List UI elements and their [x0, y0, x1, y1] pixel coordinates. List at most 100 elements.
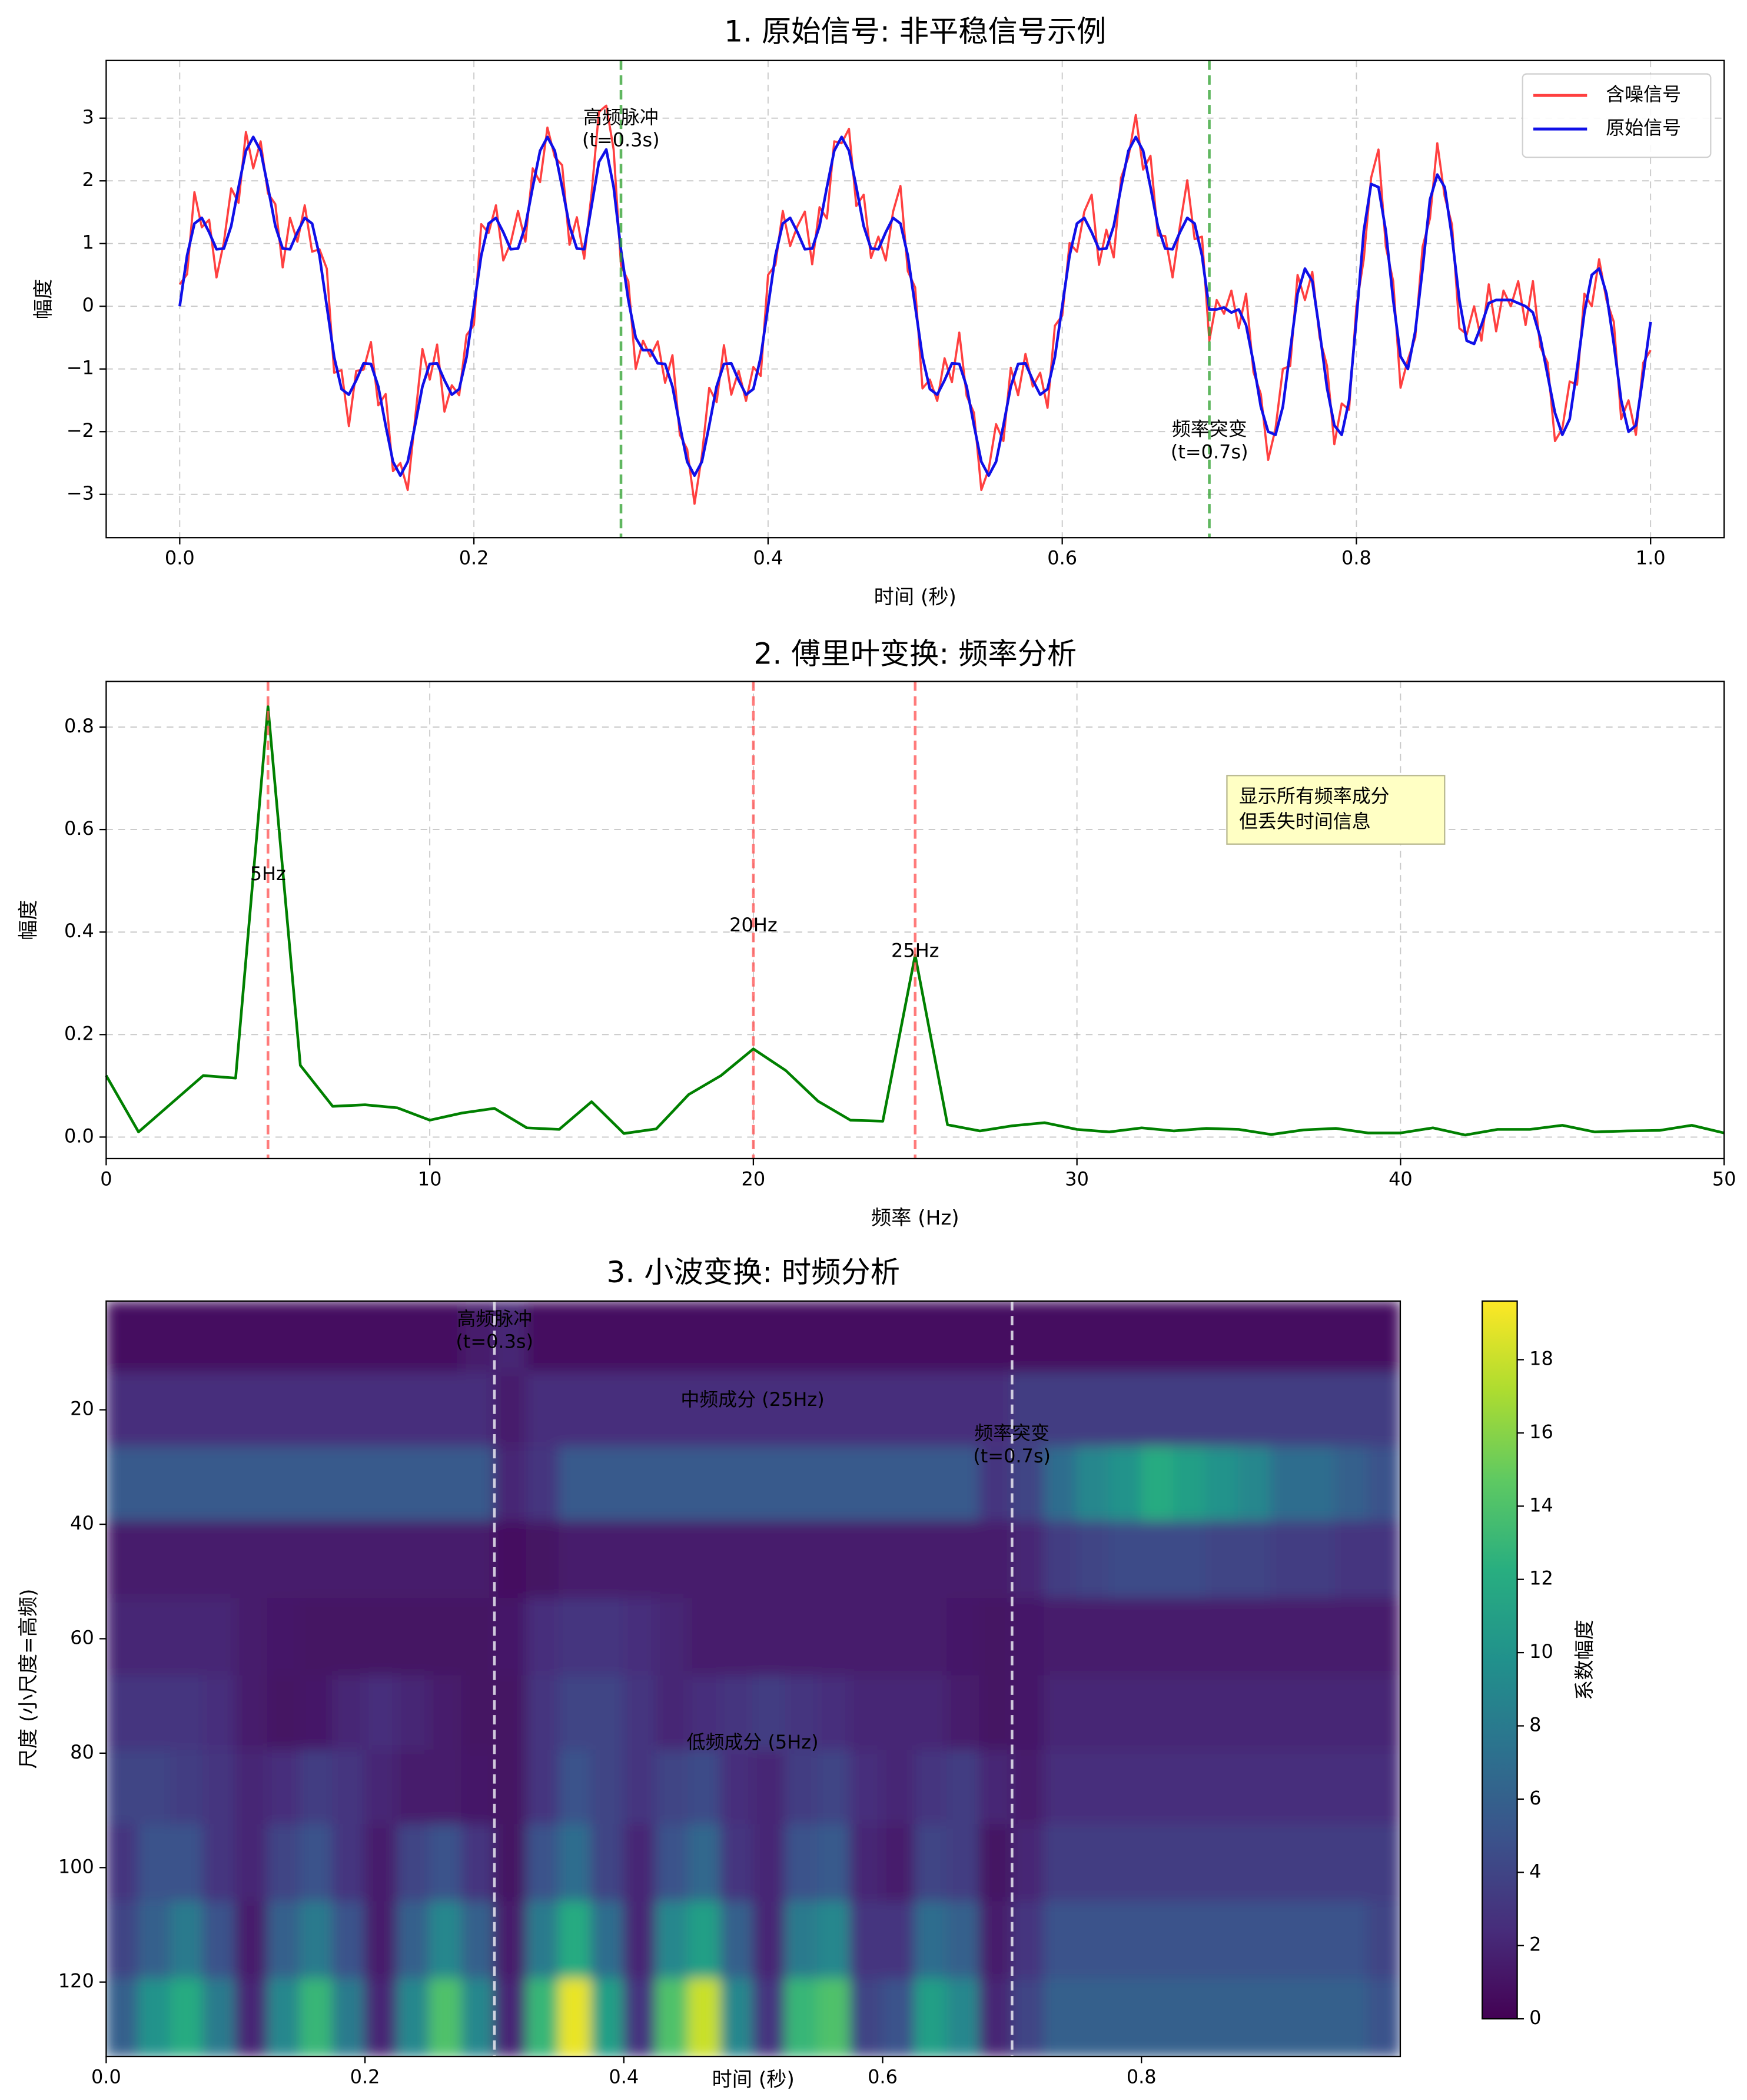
heatmap-cell — [914, 1749, 948, 1826]
heatmap-cell — [1141, 1675, 1175, 1751]
heatmap-cell — [170, 1598, 204, 1677]
heatmap-cell — [170, 1301, 204, 1374]
x-tick-label: 50 — [1712, 1167, 1736, 1190]
heatmap-cell — [785, 1978, 819, 2057]
heatmap-cell — [106, 1749, 140, 1826]
heatmap-cell — [752, 1901, 786, 1980]
heatmap-cell — [1237, 1978, 1272, 2057]
annotation: (t=0.3s) — [582, 129, 660, 151]
heatmap-cell — [1334, 1824, 1369, 1903]
heatmap-cell — [687, 1749, 722, 1826]
heatmap-cell — [1173, 1901, 1207, 1980]
y-tick-label: 0.8 — [64, 715, 94, 737]
heatmap-cell — [882, 1749, 916, 1826]
heatmap-cell — [882, 1978, 916, 2057]
colorbar — [1482, 1300, 1518, 2020]
heatmap-cell — [817, 1901, 851, 1980]
annotation: 高频脉冲 — [583, 106, 659, 128]
y-tick-label: 3 — [82, 106, 94, 128]
heatmap-cell — [1367, 1521, 1400, 1600]
heatmap-cell — [235, 1824, 269, 1903]
heatmap-cell — [1141, 1301, 1175, 1374]
colorbar-tick-label: 12 — [1529, 1567, 1553, 1590]
heatmap-cell — [1108, 1521, 1142, 1600]
heatmap-cell — [429, 1675, 463, 1751]
chart-title: 3. 小波变换: 时频分析 — [606, 1255, 900, 1289]
heatmap-cell — [364, 1521, 398, 1600]
x-axis-label: 时间 (秒) — [712, 2068, 795, 2092]
heatmap-cell — [623, 1824, 657, 1903]
heatmap-cell — [1141, 1372, 1175, 1448]
heatmap-cell — [396, 1372, 431, 1448]
y-tick-label: 2 — [82, 168, 94, 191]
annotation: (t=0.7s) — [973, 1445, 1051, 1467]
heatmap-cell — [946, 1901, 981, 1980]
heatmap-cell — [106, 1521, 140, 1600]
heatmap-cells — [106, 1301, 1400, 2057]
heatmap-cell — [429, 1598, 463, 1677]
heatmap-cell — [882, 1446, 916, 1522]
heatmap-cell — [300, 1372, 334, 1448]
heatmap-cell — [720, 1301, 754, 1374]
heatmap-cell — [1044, 1521, 1078, 1600]
heatmap-cell — [1205, 1446, 1240, 1522]
heatmap-cell — [1270, 1749, 1304, 1826]
heatmap-cell — [202, 1598, 237, 1677]
heatmap-cell — [817, 1372, 851, 1448]
heatmap-cell — [493, 1446, 528, 1522]
heatmap-cell — [1367, 1372, 1400, 1448]
heatmap-cell — [202, 1372, 237, 1448]
heatmap-cell — [1270, 1372, 1304, 1448]
heatmap-cell — [623, 1749, 657, 1826]
heatmap-cell — [1108, 1446, 1142, 1522]
heatmap-cell — [849, 1301, 884, 1374]
heatmap-cell — [1334, 1749, 1369, 1826]
heatmap-cell — [1076, 1598, 1110, 1677]
heatmap-cell — [1011, 1675, 1045, 1751]
heatmap-cell — [1334, 1901, 1369, 1980]
heatmap-cell — [849, 1446, 884, 1522]
heatmap-cell — [1173, 1446, 1207, 1522]
heatmap-cell — [752, 1978, 786, 2057]
heatmap-cell — [558, 1675, 592, 1751]
heatmap-cell — [235, 1978, 269, 2057]
heatmap-cell — [1270, 1598, 1304, 1677]
heatmap-cell — [170, 1675, 204, 1751]
y-tick-label: 40 — [70, 1512, 94, 1534]
heatmap-cell — [623, 1521, 657, 1600]
heatmap-cell — [1108, 1301, 1142, 1374]
heatmap-cell — [1302, 1301, 1337, 1374]
heatmap-cell — [1044, 1598, 1078, 1677]
annotation: 低频成分 (5Hz) — [687, 1731, 819, 1753]
heatmap-cell — [1108, 1901, 1142, 1980]
colorbar-tick-label: 6 — [1529, 1787, 1541, 1809]
heatmap-cell — [687, 1978, 722, 2057]
heatmap-cell — [396, 1675, 431, 1751]
heatmap-cell — [429, 1301, 463, 1374]
heatmap-cell — [1141, 1749, 1175, 1826]
heatmap-cell — [1076, 1824, 1110, 1903]
note-text: 但丢失时间信息 — [1239, 810, 1371, 832]
heatmap-cell — [785, 1824, 819, 1903]
heatmap-cell — [331, 1675, 366, 1751]
heatmap-cell — [138, 1901, 172, 1980]
peak-label: 25Hz — [891, 939, 939, 961]
heatmap-cell — [590, 1675, 625, 1751]
heatmap-cell — [364, 1901, 398, 1980]
heatmap-cell — [1302, 1446, 1337, 1522]
heatmap-cell — [461, 1824, 496, 1903]
heatmap-cell — [331, 1521, 366, 1600]
heatmap-cell — [590, 1372, 625, 1448]
annotation: 频率突变 — [974, 1422, 1049, 1444]
heatmap-cell — [979, 1749, 1013, 1826]
heatmap-cell — [590, 1301, 625, 1374]
heatmap-cell — [849, 1749, 884, 1826]
axes-frame — [105, 1300, 1401, 2058]
heatmap-cell — [655, 1749, 689, 1826]
x-tick-label: 0.0 — [165, 547, 195, 569]
heatmap-cell — [946, 1675, 981, 1751]
heatmap-cell — [687, 1675, 722, 1751]
heatmap-cell — [1076, 1978, 1110, 2057]
x-tick-label: 40 — [1389, 1167, 1413, 1190]
